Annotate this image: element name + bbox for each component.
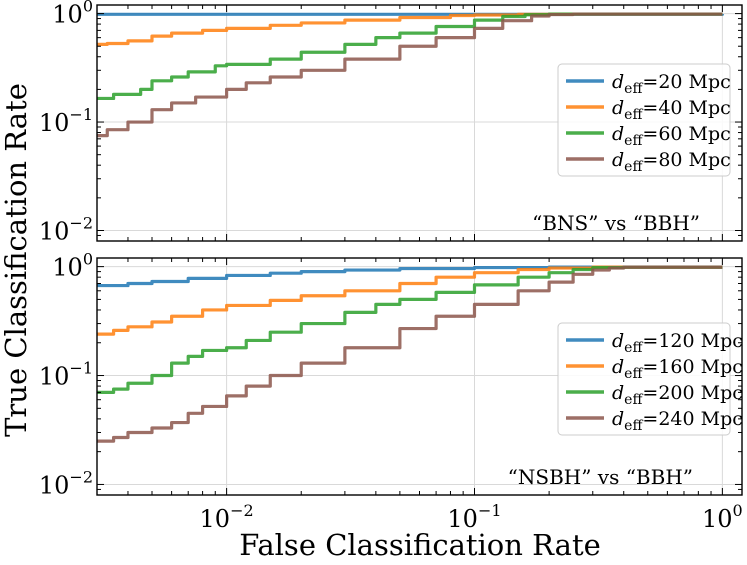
y-tick-label: 10−2 bbox=[39, 213, 93, 245]
x-axis-label: False Classification Rate bbox=[239, 528, 601, 562]
panel-annotation: “NSBH” vs “BBH” bbox=[508, 465, 693, 489]
series-lines bbox=[97, 12, 724, 138]
x-tick-label: 10−1 bbox=[447, 501, 501, 533]
panel-annotation: “BNS” vs “BBH” bbox=[532, 211, 700, 235]
legend-label: deff=200 Mpc bbox=[612, 382, 743, 408]
series-line bbox=[97, 265, 723, 336]
y-tick-label: 10−1 bbox=[39, 359, 93, 391]
series-line bbox=[97, 265, 723, 288]
legend-label: deff=80 Mpc bbox=[612, 149, 731, 175]
legend-label: deff=120 Mpc bbox=[612, 330, 743, 356]
legend-frame bbox=[557, 63, 731, 177]
y-tick-label: 10−1 bbox=[39, 105, 93, 137]
legend-label: deff=40 Mpc bbox=[612, 97, 731, 123]
legend-label: deff=160 Mpc bbox=[612, 356, 743, 382]
x-tick-label: 10−2 bbox=[200, 501, 254, 533]
y-tick-label: 100 bbox=[52, 250, 93, 282]
y-tick-label: 10−2 bbox=[39, 467, 93, 499]
legend-frame bbox=[557, 322, 731, 436]
series-line bbox=[97, 265, 723, 443]
axis-ticks: 100 10−1 10−2 10−2 10−1 100 bbox=[39, 250, 743, 533]
legend-label: deff=60 Mpc bbox=[612, 123, 731, 149]
legend-label: deff=240 Mpc bbox=[612, 408, 743, 434]
x-tick-label: 100 bbox=[702, 501, 743, 533]
series-line bbox=[97, 12, 723, 46]
series-line bbox=[97, 265, 723, 395]
axis-ticks: 100 10−1 10−2 bbox=[39, 0, 742, 245]
series-lines bbox=[97, 265, 723, 443]
legend-label: deff=20 Mpc bbox=[612, 71, 731, 97]
y-axis-label: True Classification Rate bbox=[0, 83, 33, 437]
y-tick-label: 100 bbox=[52, 0, 93, 29]
series-line bbox=[97, 12, 723, 138]
